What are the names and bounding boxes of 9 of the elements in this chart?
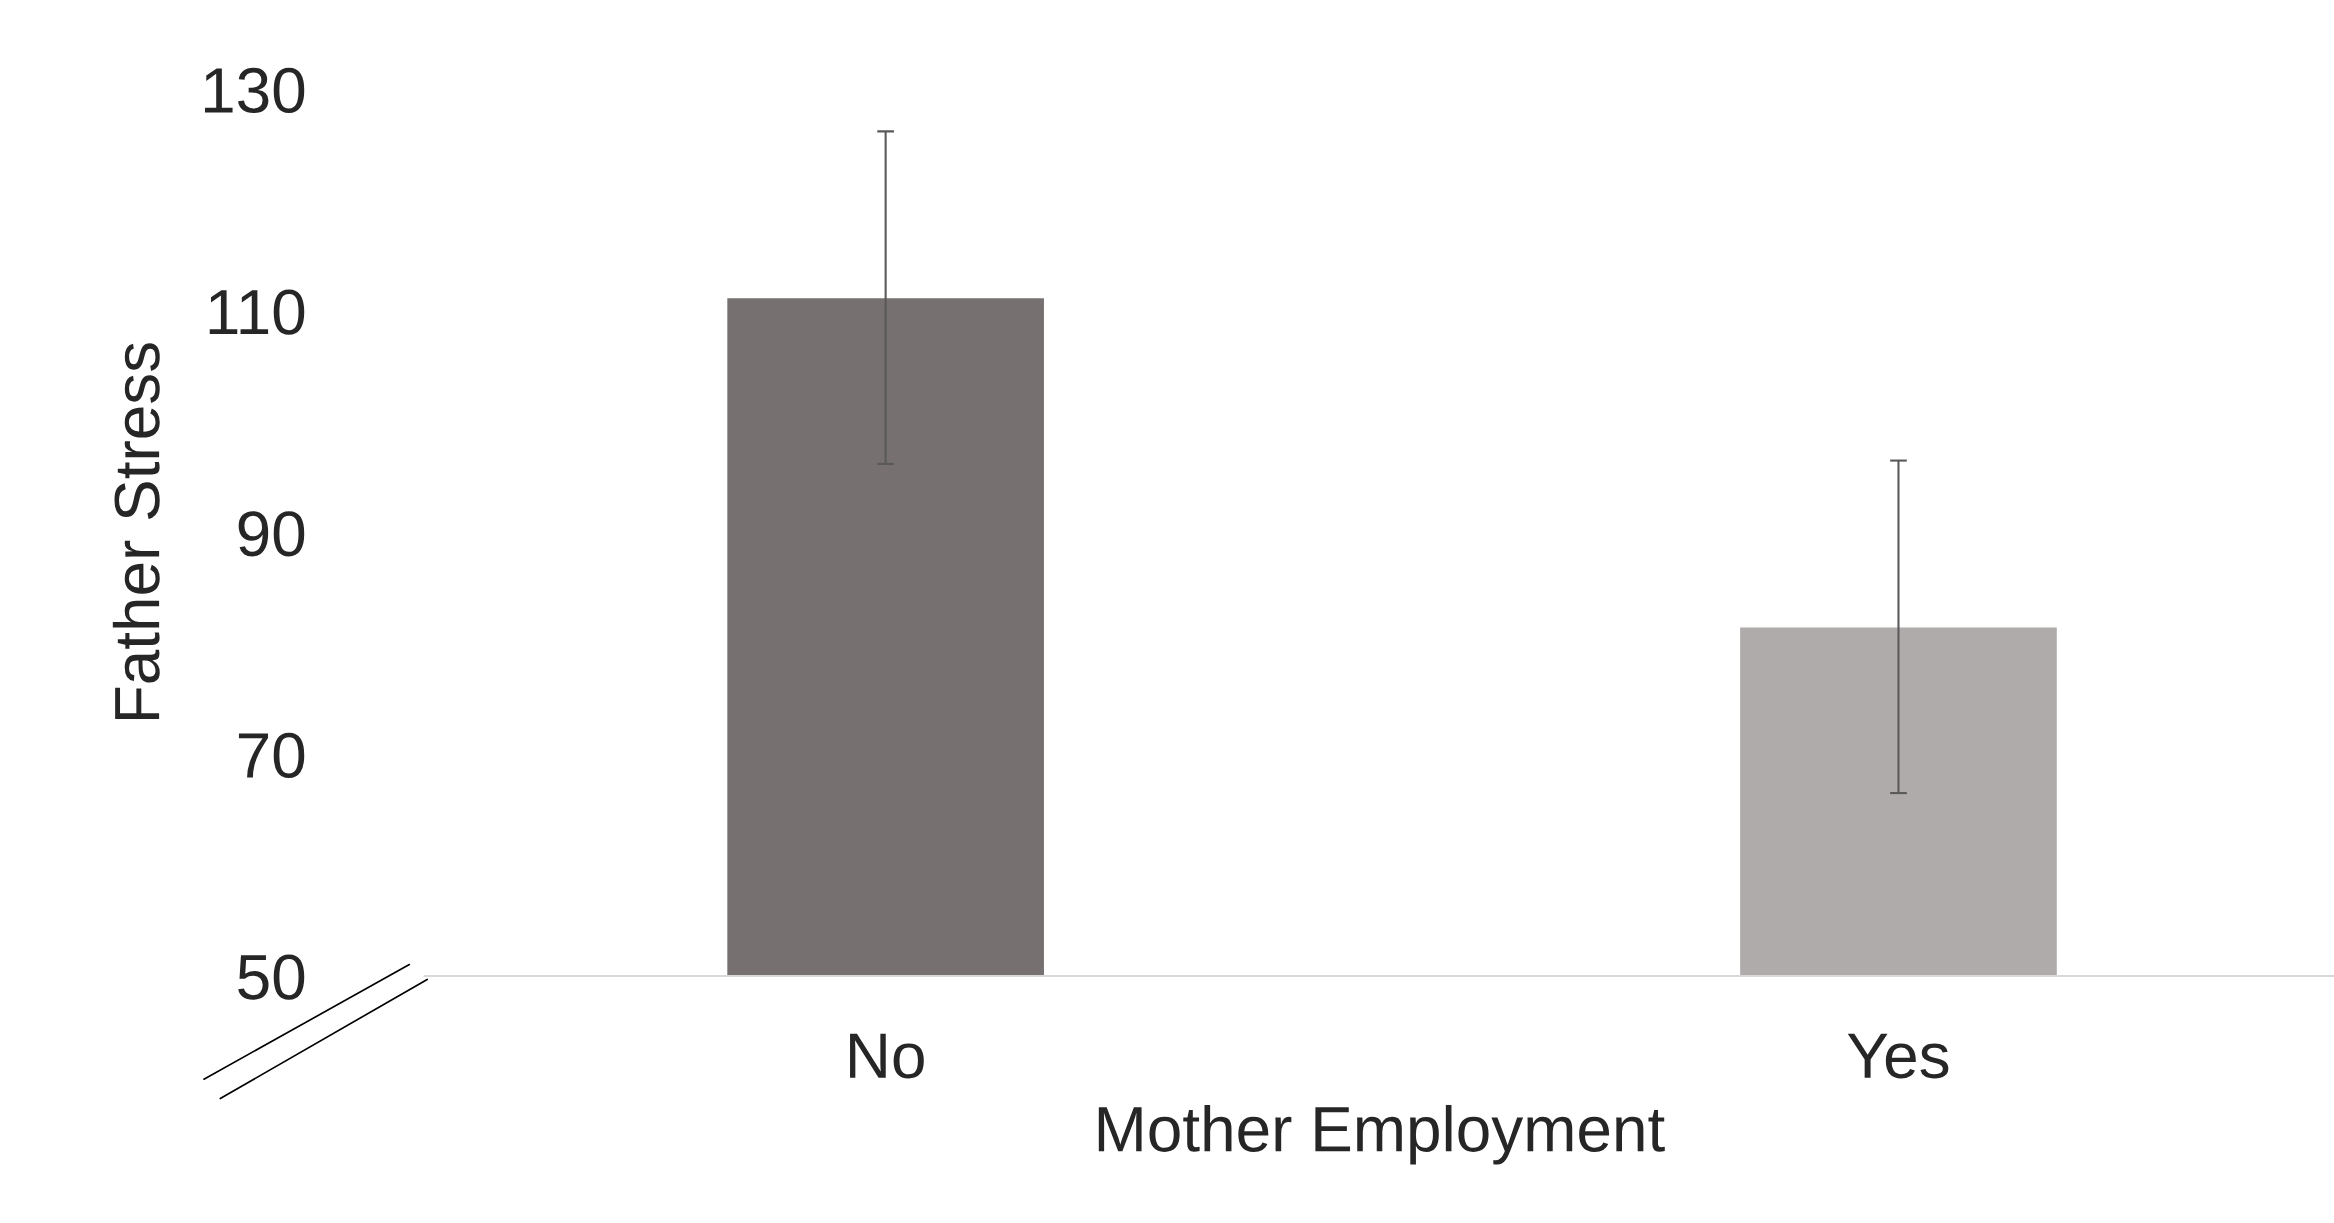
x-tick-label: Yes (1847, 1033, 1949, 1079)
y-tick-label: 110 (209, 289, 305, 335)
y-tick-label: 90 (238, 511, 305, 557)
x-tick-label: No (850, 1033, 924, 1079)
y-tick-label: 70 (238, 732, 305, 779)
y-axis-title: Father Stress (112, 343, 160, 720)
y-tick-label: 130 (205, 67, 305, 114)
y-tick-label: 50 (238, 954, 305, 1000)
x-axis-title: Mother Employment (1098, 1104, 1665, 1165)
